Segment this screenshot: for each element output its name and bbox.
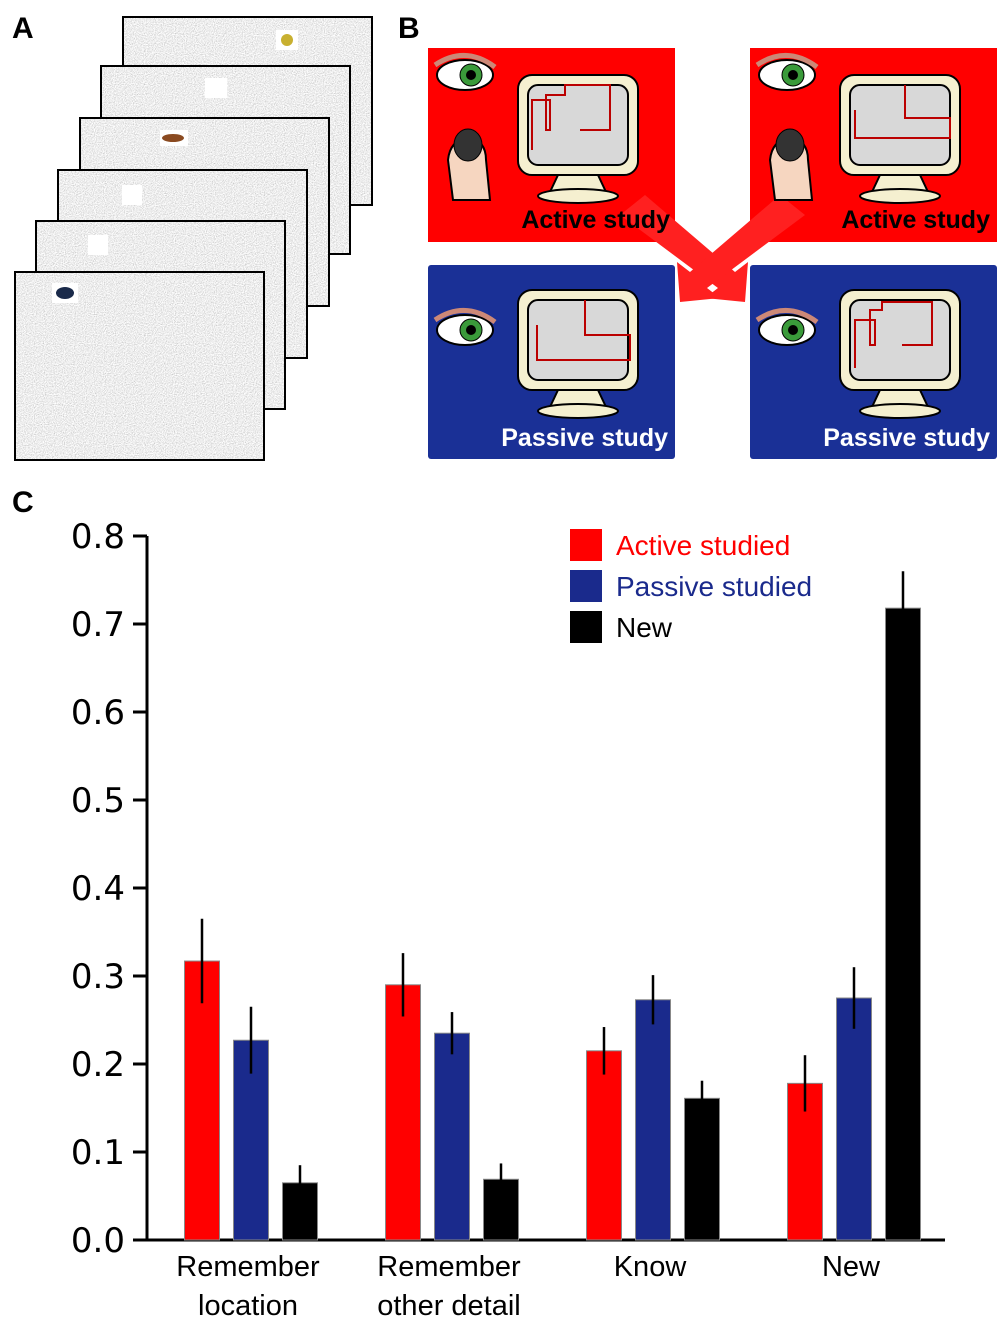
stimulus-frame — [15, 272, 264, 460]
eye — [757, 55, 817, 90]
y-tick-label: 0.0 — [71, 1221, 125, 1261]
panel-b: Active study Active study Passive study … — [428, 48, 997, 459]
box-label: Passive study — [501, 424, 668, 452]
x-tick-label: New — [822, 1251, 881, 1283]
bar — [435, 1033, 470, 1240]
panel-a — [15, 17, 372, 460]
y-tick-label: 0.8 — [71, 517, 125, 557]
bar — [587, 1051, 622, 1240]
y-tick-label: 0.5 — [71, 781, 125, 821]
legend-swatch — [570, 611, 602, 643]
y-tick-label: 0.3 — [71, 957, 125, 997]
box-label: Passive study — [823, 424, 990, 452]
legend-label: Passive studied — [616, 571, 812, 602]
box-label: Active study — [841, 206, 990, 234]
x-tick-label: Know — [614, 1251, 688, 1283]
box-label: Active study — [521, 206, 670, 234]
figure: Active study Active study Passive study … — [0, 0, 998, 1322]
bar — [685, 1098, 720, 1240]
panel-label: A — [12, 12, 34, 45]
legend-label: Active studied — [616, 530, 790, 561]
y-tick-label: 0.4 — [71, 869, 125, 909]
bar — [886, 608, 921, 1240]
legend-label: New — [616, 612, 673, 643]
panel-label: C — [12, 486, 34, 519]
y-tick-label: 0.2 — [71, 1045, 125, 1085]
bar — [837, 998, 872, 1240]
y-tick-label: 0.1 — [71, 1133, 125, 1173]
eye — [435, 310, 495, 345]
y-tick-label: 0.7 — [71, 605, 125, 645]
panel-label: B — [398, 12, 420, 45]
eye — [435, 55, 495, 90]
bar — [386, 985, 421, 1240]
legend-swatch — [570, 529, 602, 561]
bar — [636, 1000, 671, 1240]
y-tick-label: 0.6 — [71, 693, 125, 733]
legend-swatch — [570, 570, 602, 602]
eye — [757, 310, 817, 345]
